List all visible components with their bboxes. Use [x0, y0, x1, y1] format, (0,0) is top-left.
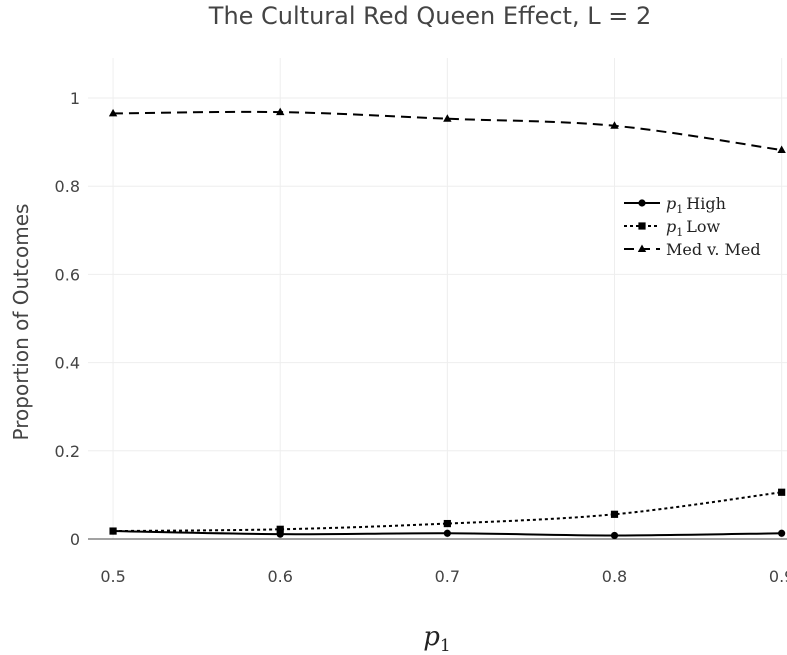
y-tick-label: 0.8 [55, 177, 80, 196]
legend-label: p1 Low [666, 217, 721, 239]
data-point [610, 121, 619, 129]
x-tick-label: 0.5 [100, 567, 125, 586]
data-point [443, 529, 451, 537]
y-tick-label: 0.4 [55, 354, 80, 373]
data-point [610, 531, 619, 540]
y-axis-ticks: 0 0.2 0.4 0.6 0.8 1 [55, 89, 80, 549]
data-point [443, 114, 452, 122]
x-axis-label-subscript: 1 [440, 636, 451, 655]
series-triangle [108, 107, 786, 154]
x-tick-label: 0.7 [435, 567, 460, 586]
x-axis-ticks: 0.5 0.6 0.7 0.8 0.9 [100, 567, 787, 586]
series-square [109, 488, 786, 535]
data-point [777, 145, 786, 154]
series-line [113, 110, 782, 152]
data-point [276, 525, 284, 533]
legend-label: p1 High [666, 194, 726, 216]
chart-title: The Cultural Red Queen Effect, L = 2 [208, 2, 651, 30]
legend-marker [638, 199, 646, 207]
y-tick-label: 0 [70, 530, 80, 549]
legend-item: p1 High [624, 194, 726, 216]
y-tick-label: 0.6 [55, 265, 80, 284]
legend-item: Med v. Med [624, 240, 761, 259]
x-axis-label-symbol: p [423, 622, 440, 652]
series-line [113, 491, 782, 533]
x-tick-label: 0.6 [267, 567, 292, 586]
series-lines [108, 107, 786, 540]
data-point [276, 107, 285, 116]
y-axis-label: Proportion of Outcomes [9, 204, 33, 441]
legend-marker [638, 222, 646, 230]
legend-label: Med v. Med [666, 240, 761, 259]
y-tick-label: 0.2 [55, 442, 80, 461]
data-point [778, 488, 786, 496]
x-tick-label: 0.9 [769, 567, 787, 586]
data-point [443, 519, 451, 528]
data-point [108, 108, 118, 117]
legend-item: p1 Low [624, 217, 721, 239]
data-point [610, 510, 619, 518]
x-axis-label: p1 [423, 622, 450, 655]
x-tick-label: 0.8 [602, 567, 627, 586]
grid [88, 58, 787, 540]
data-point [109, 527, 117, 535]
y-tick-label: 1 [70, 89, 80, 108]
data-point [778, 529, 786, 537]
legend-marker [637, 244, 647, 252]
